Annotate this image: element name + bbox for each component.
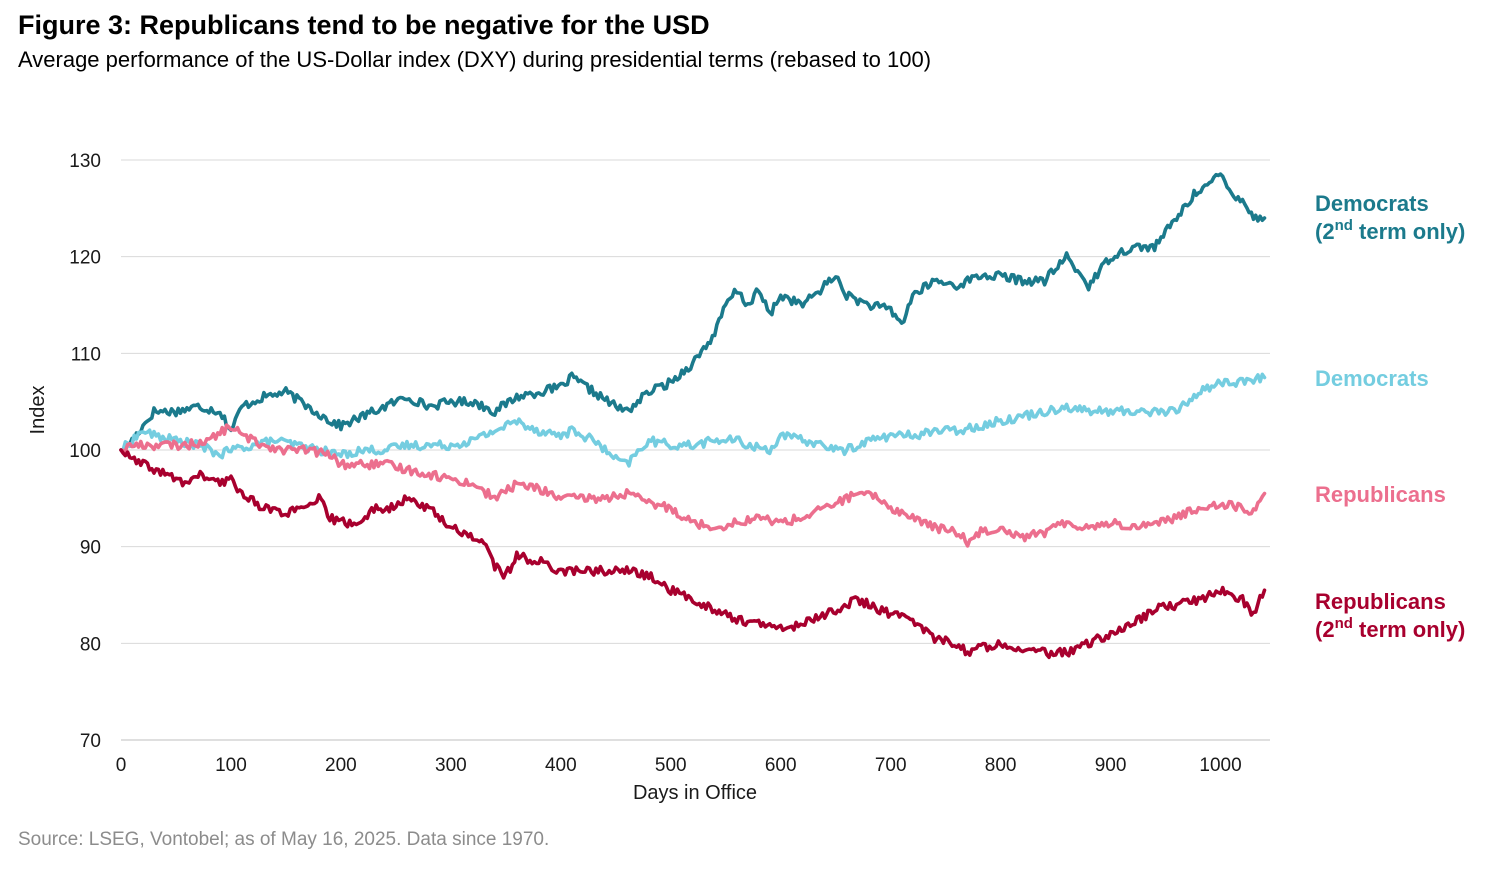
legend-label-qualifier-end: term only) (1353, 617, 1465, 642)
y-tick-label: 120 (69, 248, 101, 269)
source-note: Source: LSEG, Vontobel; as of May 16, 20… (18, 829, 550, 850)
series-lines (119, 172, 1267, 660)
legend-label-superscript: nd (1335, 615, 1353, 632)
x-tick-label: 0 (116, 755, 127, 776)
legend-label: Democrats (2nd term only) (1315, 191, 1465, 244)
legend-label-main: Republicans (1315, 589, 1446, 614)
x-tick-label: 500 (655, 755, 687, 776)
x-tick-label: 900 (1095, 755, 1127, 776)
x-tick-label: 1000 (1199, 755, 1241, 776)
gridlines (121, 159, 1270, 644)
x-tick-label: 100 (215, 755, 247, 776)
y-axis-ticks: 70 80 90 100 110 120 130 (69, 151, 101, 752)
legend-label-qualifier-end: term only) (1353, 219, 1465, 244)
legend-label-qualifier: (2 (1315, 617, 1335, 642)
y-tick-label: 70 (80, 731, 101, 752)
figure-subtitle: Average performance of the US-Dollar ind… (18, 47, 932, 72)
legend-label: Democrats (1315, 366, 1429, 391)
x-tick-label: 200 (325, 755, 357, 776)
legend-label-superscript: nd (1335, 217, 1353, 234)
x-tick-label: 700 (875, 755, 907, 776)
legend-label: Republicans (1315, 482, 1446, 507)
y-axis-title: Index (27, 386, 49, 435)
x-tick-label: 600 (765, 755, 797, 776)
y-tick-label: 130 (69, 151, 101, 172)
x-axis-ticks: 0 100 200 300 400 500 600 700 800 900 1000 (116, 755, 1242, 776)
series-line (119, 172, 1267, 453)
x-tick-label: 400 (545, 755, 577, 776)
legend-label-main: Republicans (1315, 482, 1446, 507)
x-tick-label: 800 (985, 755, 1017, 776)
y-tick-label: 90 (80, 538, 101, 559)
legend-label-main: Democrats (1315, 191, 1429, 216)
series-line (119, 423, 1267, 548)
legend-label-qualifier: (2 (1315, 219, 1335, 244)
y-tick-label: 80 (80, 634, 101, 655)
y-tick-label: 110 (71, 344, 101, 365)
series-line (119, 448, 1267, 660)
figure-title: Figure 3: Republicans tend to be negativ… (18, 10, 710, 40)
x-tick-label: 300 (435, 755, 467, 776)
y-tick-label: 100 (69, 441, 101, 462)
legend-label: Republicans (2nd term only) (1315, 589, 1465, 642)
x-axis-title: Days in Office (633, 782, 757, 804)
legend-label-main: Democrats (1315, 366, 1429, 391)
series-line (119, 372, 1267, 468)
legend: Democrats (2nd term only)DemocratsRepubli… (1315, 191, 1465, 642)
